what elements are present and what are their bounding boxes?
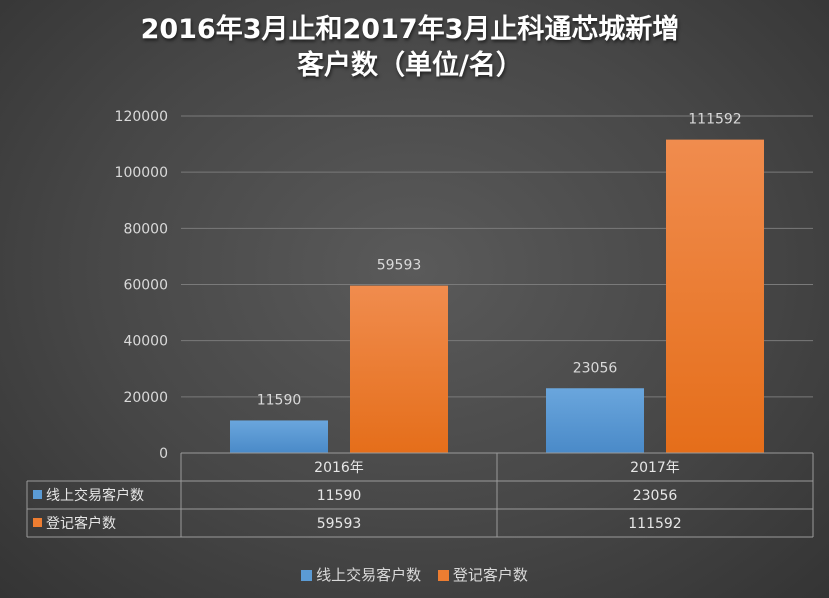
table-legend-key (33, 490, 42, 499)
legend-swatch-registered (437, 570, 449, 581)
y-tick-label: 60000 (123, 278, 168, 294)
legend-swatch-online (301, 570, 313, 581)
chart-title-line1: 2016年3月止和2017年3月止科通芯城新增 (140, 14, 680, 45)
table-header-cell: 2017年 (630, 460, 680, 476)
legend-label-registered: 登记客户数 (452, 566, 528, 584)
data-label: 23056 (573, 360, 618, 376)
table-cell: 111592 (628, 516, 681, 532)
table-legend-key (33, 518, 42, 527)
table-row-label: 线上交易客户数 (46, 487, 144, 504)
table-header-cell: 2016年 (314, 460, 364, 476)
bar-online-1 (546, 388, 644, 453)
data-label: 111592 (688, 112, 741, 128)
y-tick-label: 40000 (123, 334, 168, 350)
table-cell: 59593 (317, 516, 362, 532)
legend-label-online: 线上交易客户数 (316, 566, 422, 584)
bar-registered-0 (350, 285, 448, 453)
y-tick-label: 120000 (115, 109, 168, 125)
legend: 线上交易客户数 登记客户数 (0, 564, 829, 585)
y-tick-label: 80000 (123, 221, 168, 237)
data-label: 59593 (377, 258, 422, 274)
table-cell: 23056 (633, 488, 678, 504)
legend-item-registered: 登记客户数 (437, 564, 528, 585)
chart-title: 2016年3月止和2017年3月止科通芯城新增 客户数（单位/名） (40, 12, 780, 84)
legend-item-online: 线上交易客户数 (301, 564, 421, 585)
bar-registered-1 (666, 139, 764, 453)
bar-online-0 (230, 420, 328, 453)
y-tick-label: 20000 (123, 390, 168, 406)
chart-title-line2: 客户数（单位/名） (297, 50, 523, 81)
y-tick-label: 100000 (115, 165, 168, 181)
table-cell: 11590 (317, 488, 362, 504)
y-tick-label: 0 (159, 446, 168, 462)
table-row-label: 登记客户数 (46, 515, 116, 532)
data-label: 11590 (257, 392, 302, 408)
